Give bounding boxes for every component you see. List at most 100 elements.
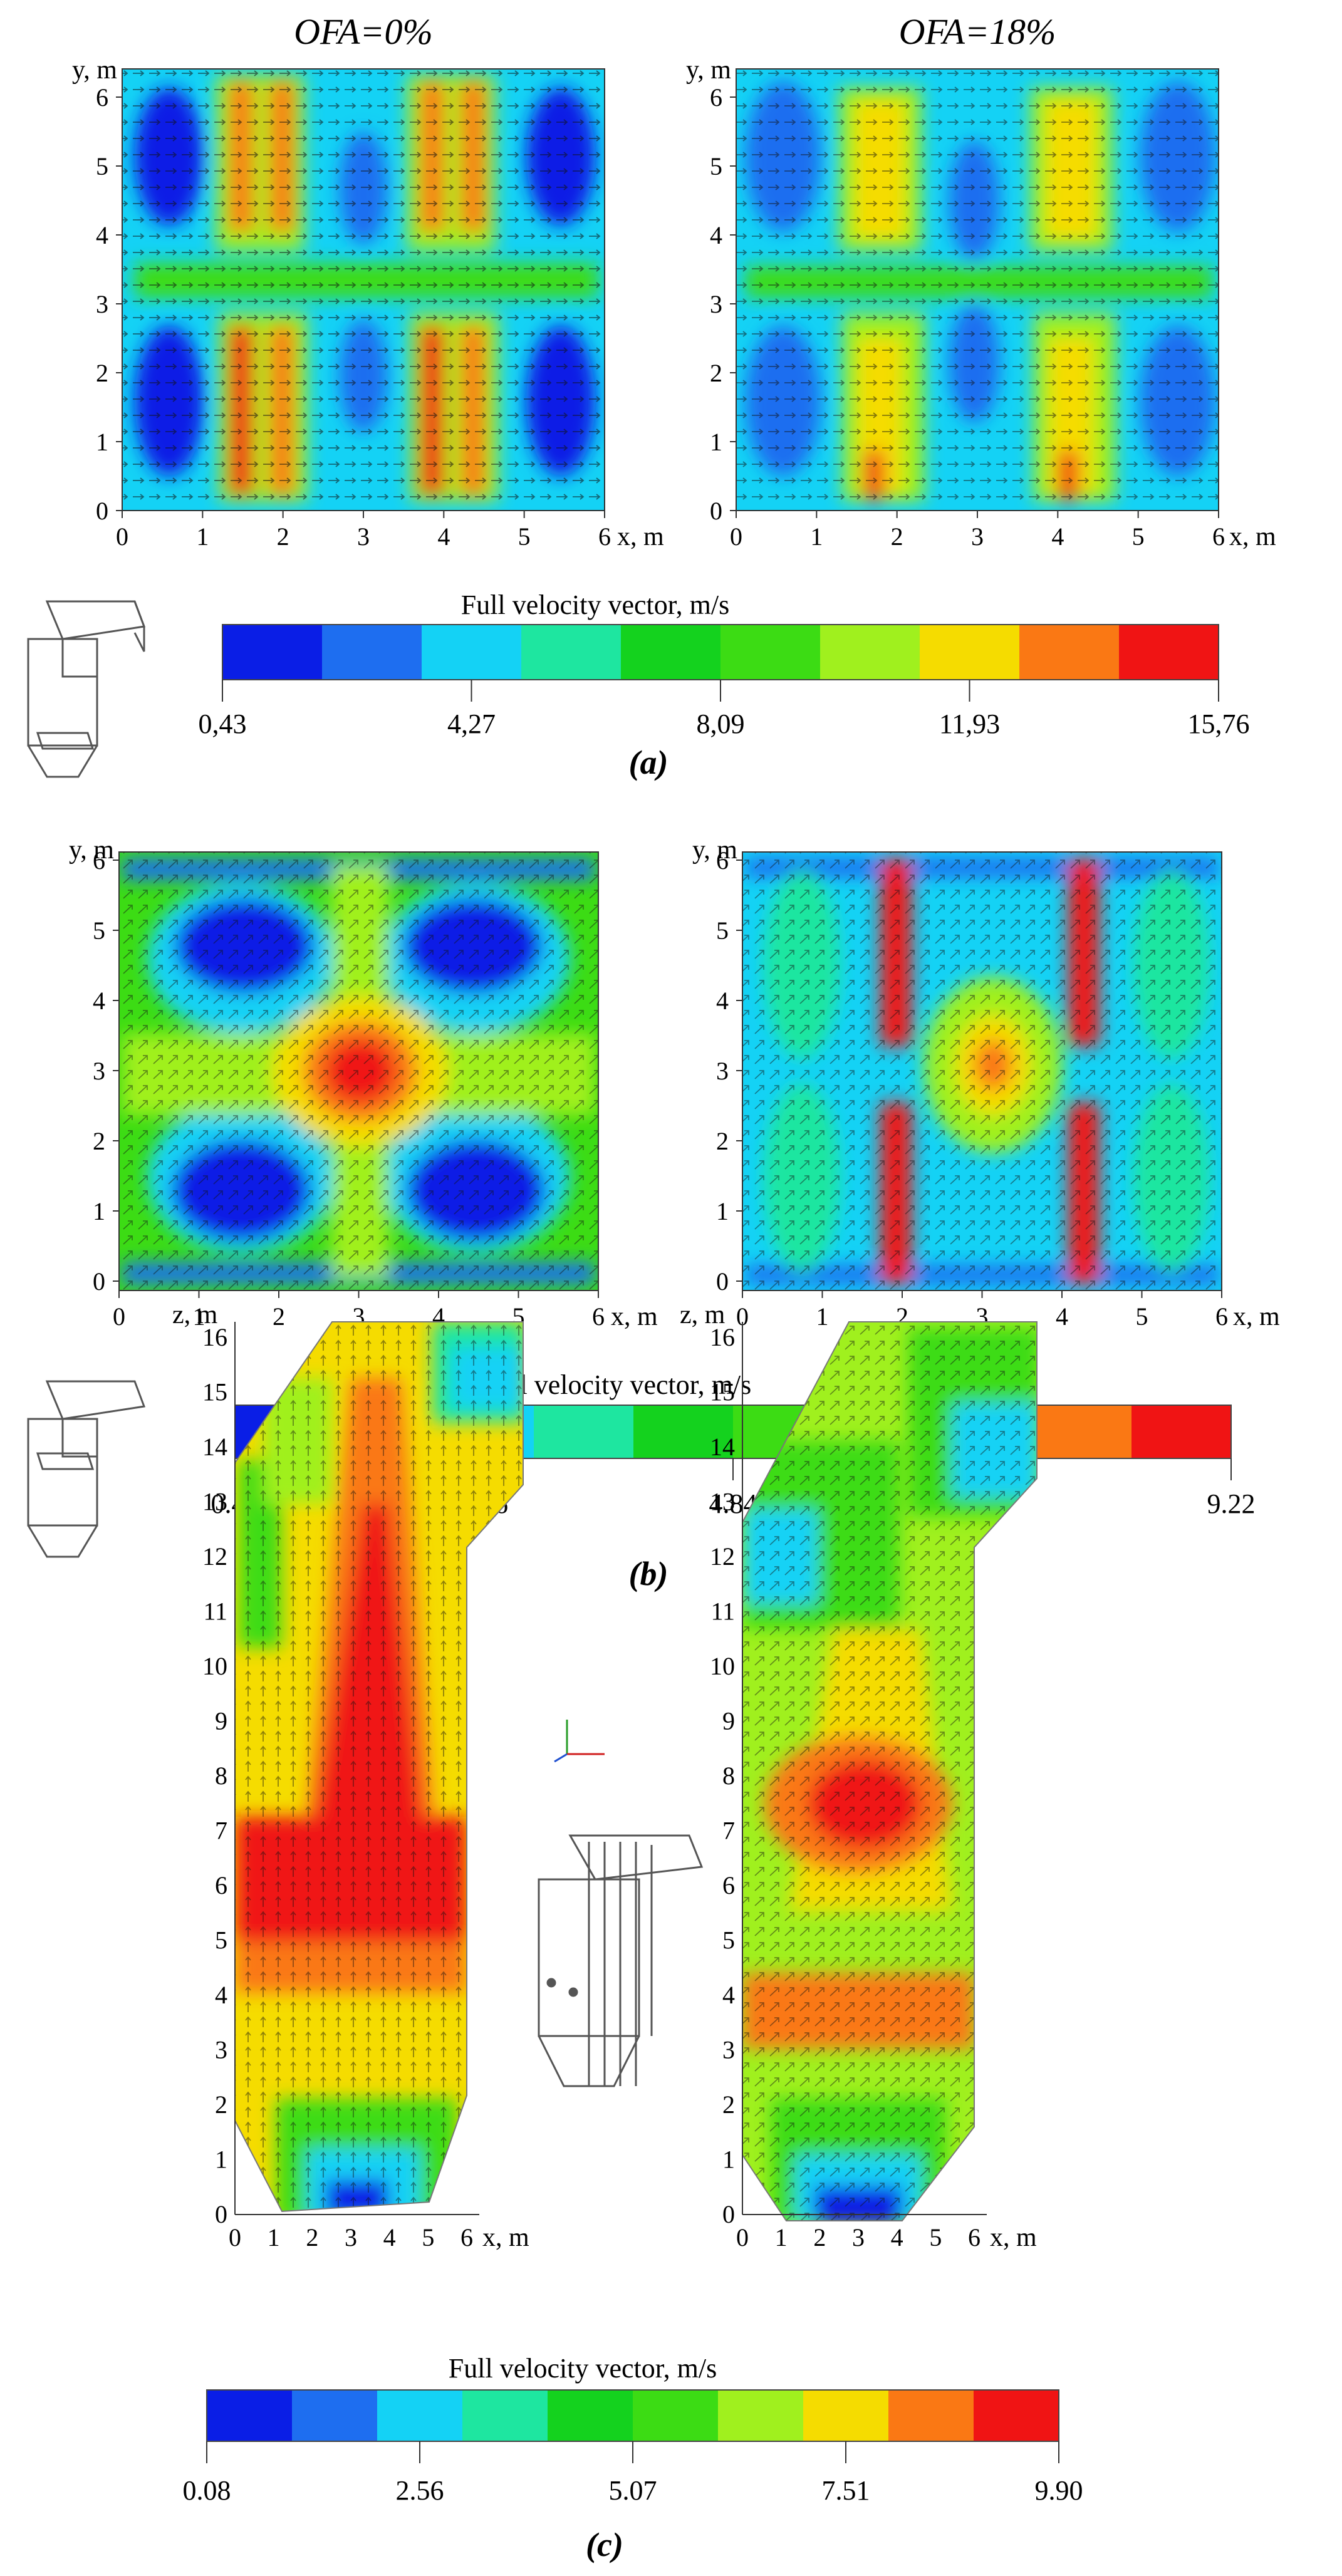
z-tick-label: 9 bbox=[722, 1707, 735, 1735]
x-tick-label: 4 bbox=[891, 2223, 903, 2251]
y-tick-label: 5 bbox=[93, 917, 105, 945]
x-tick-label: 0 bbox=[113, 1302, 125, 1331]
x-tick-label: 2 bbox=[891, 522, 903, 551]
z-tick-label: 7 bbox=[215, 1817, 227, 1845]
z-tick-label: 11 bbox=[203, 1597, 227, 1626]
colorbar-c: 0.08 2.56 5.07 7.51 9.90 bbox=[183, 2389, 1083, 2506]
x-axis-label: x, m bbox=[611, 1302, 658, 1331]
y-tick-label: 3 bbox=[93, 1057, 105, 1085]
z-tick-label: 0 bbox=[722, 2200, 735, 2228]
colorbar-tick-label: 0.08 bbox=[183, 2475, 231, 2506]
x-axis-label: x, m bbox=[1229, 522, 1276, 551]
colorbar-swatch bbox=[888, 2390, 974, 2441]
x-tick-label: 5 bbox=[518, 522, 531, 551]
z-tick-label: 12 bbox=[202, 1542, 227, 1571]
y-tick-label: 3 bbox=[716, 1057, 729, 1085]
boiler-schematic-a-icon bbox=[27, 600, 146, 778]
y-tick-label: 2 bbox=[96, 359, 108, 387]
colorbar-b-title: Full velocity vector, m/s bbox=[483, 1369, 751, 1400]
x-tick-label: 3 bbox=[345, 2223, 357, 2251]
contour-plot-c-right bbox=[742, 1322, 1037, 2221]
y-tick-label: 5 bbox=[96, 152, 108, 180]
y-tick-label: 2 bbox=[93, 1127, 105, 1155]
colorbar-swatch bbox=[720, 625, 821, 680]
x-tick-label: 0 bbox=[229, 2223, 241, 2251]
colorbar-swatch bbox=[222, 625, 323, 680]
y-tick-label: 5 bbox=[710, 152, 722, 180]
colorbar-swatch bbox=[521, 625, 622, 680]
z-tick-label: 4 bbox=[215, 1981, 227, 2009]
y-axis-label: y, m bbox=[69, 836, 114, 865]
x-tick-label: 2 bbox=[277, 522, 289, 551]
caption-b: (b) bbox=[629, 1555, 668, 1592]
coordinate-axes-icon bbox=[554, 1720, 605, 1763]
x-tick-label: 5 bbox=[422, 2223, 434, 2251]
z-tick-label: 6 bbox=[215, 1871, 227, 1899]
z-tick-label: 10 bbox=[710, 1652, 735, 1680]
colorbar-a-title: Full velocity vector, m/s bbox=[461, 589, 729, 620]
x-tick-label: 3 bbox=[971, 522, 984, 551]
x-tick-label: 0 bbox=[736, 1302, 749, 1331]
colorbar-swatch bbox=[548, 2390, 633, 2441]
z-tick-label: 16 bbox=[202, 1323, 227, 1351]
z-tick-label: 10 bbox=[202, 1652, 227, 1680]
colorbar-swatch bbox=[633, 2390, 719, 2441]
y-tick-label: 1 bbox=[96, 428, 108, 456]
z-tick-label: 8 bbox=[215, 1762, 227, 1790]
colorbar-tick-label: 9.90 bbox=[1035, 2475, 1083, 2506]
x-axis-label: x, m bbox=[482, 2223, 529, 2252]
contour-plot-b-left bbox=[119, 852, 598, 1291]
z-tick-label: 15 bbox=[202, 1378, 227, 1406]
y-tick-label: 0 bbox=[710, 497, 722, 525]
y-tick-label: 6 bbox=[96, 83, 108, 112]
colorbar-tick-label: 8,09 bbox=[697, 709, 745, 739]
x-tick-label: 5 bbox=[1132, 522, 1145, 551]
caption-c: (c) bbox=[586, 2526, 623, 2563]
colorbar-tick-label: 4,27 bbox=[447, 709, 496, 739]
colorbar-swatch bbox=[322, 625, 422, 680]
x-tick-label: 1 bbox=[816, 1302, 829, 1331]
y-axis-label: y, m bbox=[692, 836, 737, 865]
z-tick-label: 9 bbox=[215, 1707, 227, 1735]
y-tick-label: 3 bbox=[96, 290, 108, 318]
x-tick-label: 4 bbox=[383, 2223, 396, 2251]
colorbar-swatch bbox=[920, 625, 1020, 680]
y-tick-label: 6 bbox=[710, 83, 722, 112]
z-tick-label: 7 bbox=[722, 1817, 735, 1845]
z-tick-label: 2 bbox=[215, 2090, 227, 2119]
y-tick-label: 1 bbox=[716, 1197, 729, 1225]
y-tick-label: 5 bbox=[716, 917, 729, 945]
contour-plot-a-ofa18 bbox=[736, 69, 1219, 511]
panel-a-left-title: OFA=0% bbox=[294, 11, 433, 52]
y-axis-label: y, m bbox=[72, 56, 117, 85]
y-tick-label: 4 bbox=[710, 221, 722, 249]
boiler-schematic-b-icon bbox=[27, 1380, 146, 1558]
z-tick-label: 11 bbox=[710, 1597, 735, 1626]
y-tick-label: 4 bbox=[716, 987, 729, 1015]
x-tick-label: 0 bbox=[736, 2223, 749, 2251]
x-tick-label: 4 bbox=[1051, 522, 1064, 551]
colorbar-swatch bbox=[803, 2390, 889, 2441]
x-tick-label: 2 bbox=[813, 2223, 826, 2251]
x-tick-label: 1 bbox=[196, 522, 209, 551]
z-axis-label: z, m bbox=[172, 1301, 218, 1329]
x-tick-label: 6 bbox=[460, 2223, 473, 2251]
x-axis-label: x, m bbox=[990, 2223, 1037, 2252]
x-tick-label: 1 bbox=[775, 2223, 788, 2251]
colorbar-swatch bbox=[1019, 625, 1120, 680]
colorbar-swatch bbox=[1119, 625, 1219, 680]
x-tick-label: 2 bbox=[306, 2223, 318, 2251]
colorbar-tick-label: 9.22 bbox=[1207, 1488, 1256, 1519]
y-tick-label: 6 bbox=[93, 846, 105, 875]
colorbar-tick-label: 0,43 bbox=[199, 709, 247, 739]
y-tick-label: 0 bbox=[96, 497, 108, 525]
x-tick-label: 3 bbox=[852, 2223, 865, 2251]
z-tick-label: 5 bbox=[215, 1926, 227, 1955]
z-tick-label: 5 bbox=[722, 1926, 735, 1955]
z-tick-label: 13 bbox=[710, 1488, 735, 1516]
caption-a: (a) bbox=[629, 744, 668, 781]
x-tick-label: 6 bbox=[968, 2223, 980, 2251]
z-tick-label: 0 bbox=[215, 2200, 227, 2228]
x-tick-label: 6 bbox=[598, 522, 611, 551]
y-tick-label: 4 bbox=[93, 987, 105, 1015]
